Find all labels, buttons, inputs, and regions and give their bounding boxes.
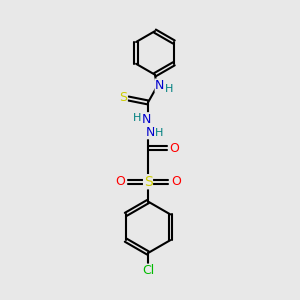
Text: S: S	[119, 91, 127, 104]
Text: N: N	[155, 79, 165, 92]
Text: O: O	[171, 175, 181, 188]
Text: Cl: Cl	[142, 264, 154, 278]
Text: H: H	[165, 84, 173, 94]
Text: N: N	[145, 126, 155, 139]
Text: H: H	[155, 128, 163, 138]
Text: O: O	[115, 175, 125, 188]
Text: N: N	[141, 113, 151, 126]
Text: O: O	[169, 142, 179, 154]
Text: S: S	[144, 175, 152, 189]
Text: H: H	[133, 113, 141, 123]
